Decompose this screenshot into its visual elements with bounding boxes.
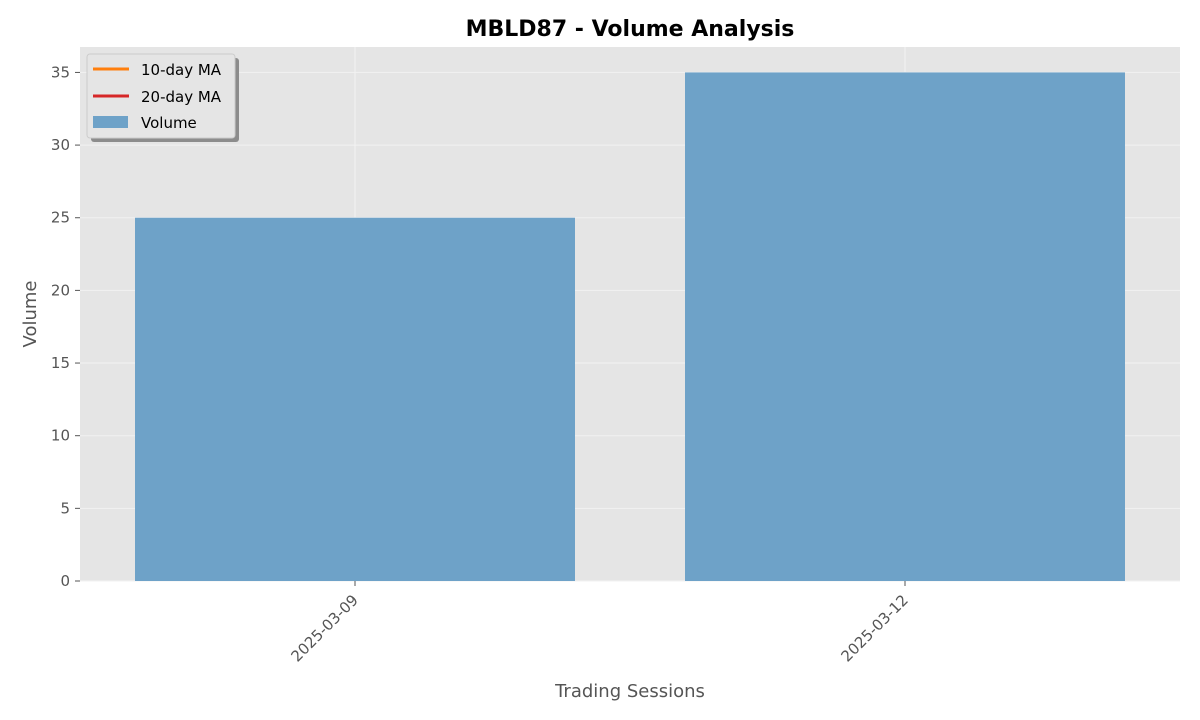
y-tick-label: 10 — [51, 427, 70, 445]
y-axis-label: Volume — [20, 281, 41, 348]
y-axis-ticks: 0 5 10 15 20 25 30 35 — [51, 63, 80, 590]
y-tick-label: 25 — [51, 209, 70, 227]
x-tick-label: 2025-03-09 — [287, 591, 361, 665]
chart-title: MBLD87 - Volume Analysis — [466, 17, 795, 42]
y-tick-label: 30 — [51, 136, 70, 154]
y-tick-label: 15 — [51, 354, 70, 372]
legend-label-10-day-ma: 10-day MA — [141, 61, 222, 79]
x-axis-ticks: 2025-03-09 2025-03-12 — [287, 581, 912, 665]
y-tick-label: 0 — [60, 572, 70, 590]
bars — [135, 72, 1125, 582]
volume-bar — [135, 217, 575, 582]
y-tick-label: 20 — [51, 281, 70, 299]
legend-label-20-day-ma: 20-day MA — [141, 88, 222, 106]
x-tick-label: 2025-03-12 — [837, 591, 911, 665]
y-tick-label: 5 — [60, 499, 70, 517]
legend-label-volume: Volume — [141, 114, 197, 132]
x-axis-label: Trading Sessions — [554, 681, 705, 702]
volume-bar — [685, 72, 1125, 581]
legend: 10-day MA 20-day MA Volume — [86, 53, 239, 142]
y-tick-label: 35 — [51, 63, 70, 81]
legend-swatch-volume — [93, 116, 128, 128]
